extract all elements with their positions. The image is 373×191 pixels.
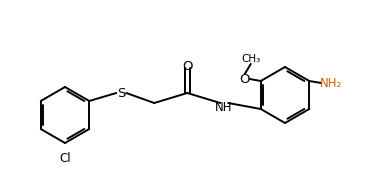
Text: NH₂: NH₂ bbox=[320, 77, 342, 90]
Text: CH₃: CH₃ bbox=[241, 54, 260, 64]
Text: NH: NH bbox=[214, 100, 232, 113]
Text: S: S bbox=[117, 87, 125, 100]
Text: O: O bbox=[239, 73, 250, 86]
Text: Cl: Cl bbox=[59, 152, 71, 165]
Text: O: O bbox=[182, 60, 192, 73]
